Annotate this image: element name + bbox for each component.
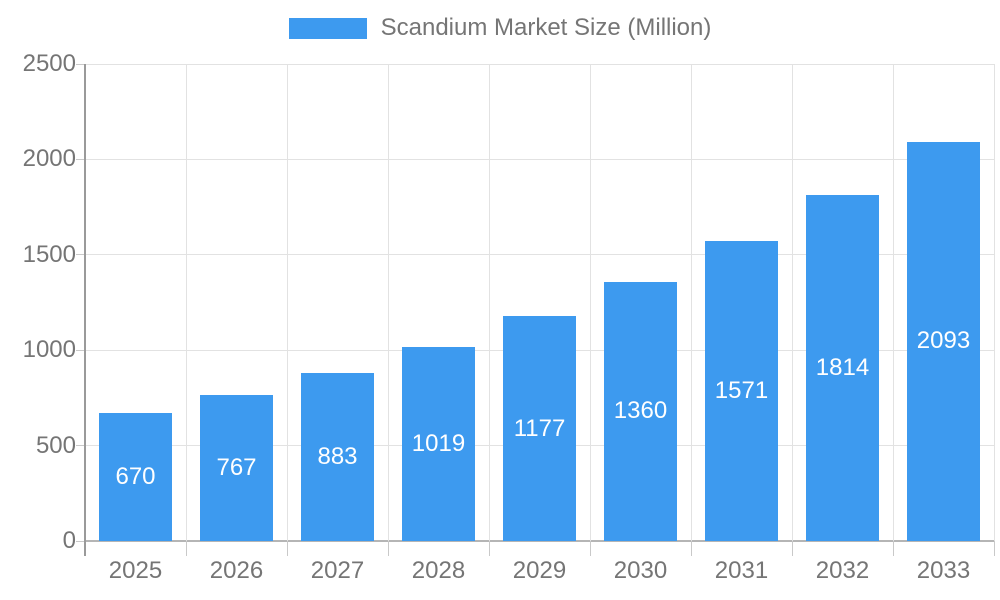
x-axis-label-2032: 2032: [815, 557, 870, 584]
x-tick-4: [488, 541, 490, 556]
bar-2026[interactable]: 767: [200, 394, 273, 541]
x-tick-1: [185, 541, 187, 556]
bar-value-label-2029: 1177: [513, 414, 566, 442]
h-gridline-2500: [85, 63, 994, 65]
y-axis-label-1000: 1000: [22, 336, 76, 364]
x-axis-label-2027: 2027: [310, 557, 365, 584]
bar-2030[interactable]: 1360: [604, 281, 677, 541]
bar-value-label-2027: 883: [317, 442, 358, 470]
bar-value-label-2026: 767: [216, 453, 257, 481]
y-axis-label-2000: 2000: [22, 145, 76, 173]
v-gridline-6: [690, 64, 692, 541]
y-tick-1000: [76, 349, 85, 351]
v-gridline-8: [892, 64, 894, 541]
x-tick-5: [589, 541, 591, 556]
x-axis-label-2025: 2025: [108, 557, 163, 584]
x-axis-label-2030: 2030: [613, 557, 668, 584]
x-tick-7: [791, 541, 793, 556]
x-axis-label-2029: 2029: [512, 557, 567, 584]
bar-2027[interactable]: 883: [301, 372, 374, 541]
bar-value-label-2030: 1360: [613, 397, 668, 425]
x-axis-label-2031: 2031: [714, 557, 769, 584]
x-axis-baseline: [85, 540, 994, 542]
y-axis-label-1500: 1500: [22, 240, 76, 268]
plot-area: 670 767 883 1019 1177 1360 1571 1814 2093: [76, 63, 995, 556]
bar-2029[interactable]: 1177: [503, 316, 576, 541]
y-axis-label-500: 500: [35, 431, 76, 459]
v-gridline-3: [387, 64, 389, 541]
bar-2031[interactable]: 1571: [705, 241, 778, 541]
legend[interactable]: Scandium Market Size (Million): [0, 0, 1000, 56]
h-gridline-2000: [85, 158, 994, 160]
v-gridline-5: [589, 64, 591, 541]
y-axis-label-2500: 2500: [22, 50, 76, 77]
bar-value-label-2031: 1571: [714, 377, 769, 405]
v-gridline-7: [791, 64, 793, 541]
y-tick-500: [76, 445, 85, 447]
legend-swatch-icon: [288, 17, 367, 39]
v-gridline-1: [185, 64, 187, 541]
y-tick-1500: [76, 254, 85, 256]
y-axis-line: [84, 64, 86, 556]
bar-2033[interactable]: 2093: [907, 141, 980, 541]
v-gridline-4: [488, 64, 490, 541]
bar-value-label-2032: 1814: [815, 353, 870, 381]
bar-2028[interactable]: 1019: [402, 346, 475, 541]
v-gridline-9: [993, 64, 995, 541]
x-axis-label-2033: 2033: [916, 557, 971, 584]
h-gridline-1500: [85, 254, 994, 256]
y-tick-2500: [76, 63, 85, 65]
x-tick-3: [387, 541, 389, 556]
x-tick-8: [892, 541, 894, 556]
bar-value-label-2028: 1019: [411, 429, 466, 457]
y-tick-2000: [76, 158, 85, 160]
bar-2025[interactable]: 670: [99, 413, 172, 541]
x-axis-label-2028: 2028: [411, 557, 466, 584]
x-tick-2: [286, 541, 288, 556]
v-gridline-2: [286, 64, 288, 541]
y-axis-label-0: 0: [62, 527, 76, 554]
x-axis-label-2026: 2026: [209, 557, 264, 584]
y-tick-0: [76, 540, 85, 542]
x-tick-6: [690, 541, 692, 556]
bar-2032[interactable]: 1814: [806, 194, 879, 541]
x-tick-9: [993, 541, 995, 556]
bar-value-label-2025: 670: [115, 463, 156, 491]
bar-value-label-2033: 2093: [916, 327, 971, 355]
legend-label: Scandium Market Size (Million): [380, 14, 712, 41]
